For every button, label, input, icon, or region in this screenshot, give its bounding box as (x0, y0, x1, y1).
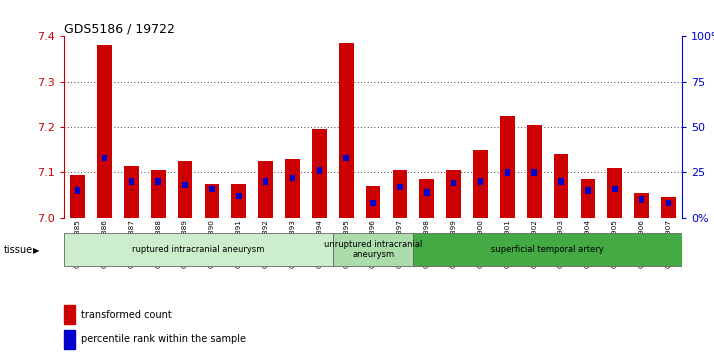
Bar (446, 170, 461, 218)
Bar (258, 161, 273, 218)
Bar (580, 179, 595, 218)
Text: ruptured intracranial aneurysm: ruptured intracranial aneurysm (132, 245, 265, 254)
Bar (231, 184, 246, 218)
FancyBboxPatch shape (64, 233, 333, 266)
Text: GDS5186 / 19722: GDS5186 / 19722 (64, 22, 175, 35)
Bar (182, 182, 188, 188)
Bar (263, 178, 268, 185)
Bar (101, 155, 107, 161)
Bar (64, 305, 75, 324)
Bar (473, 150, 488, 218)
Bar (478, 178, 483, 185)
Bar (500, 116, 515, 218)
Bar (634, 193, 649, 218)
Bar (64, 330, 75, 349)
Bar (339, 43, 353, 218)
Bar (151, 170, 166, 218)
Bar (639, 196, 645, 203)
Bar (97, 45, 112, 218)
Bar (393, 170, 407, 218)
Bar (665, 200, 671, 207)
Bar (531, 169, 537, 176)
Bar (612, 185, 618, 192)
Bar (205, 184, 219, 218)
Bar (419, 179, 434, 218)
Text: superficial temporal artery: superficial temporal artery (491, 245, 604, 254)
Bar (70, 175, 85, 218)
Bar (558, 178, 564, 185)
Text: tissue: tissue (4, 245, 33, 256)
Bar (312, 129, 327, 218)
Text: unruptured intracranial
aneurysm: unruptured intracranial aneurysm (324, 240, 422, 259)
Bar (209, 185, 215, 192)
Bar (178, 161, 193, 218)
Bar (451, 180, 456, 187)
Bar (236, 193, 241, 199)
Bar (397, 184, 403, 190)
Bar (343, 155, 349, 161)
Bar (156, 178, 161, 185)
FancyBboxPatch shape (333, 233, 413, 266)
Bar (290, 175, 296, 181)
Bar (316, 167, 322, 174)
Bar (527, 125, 541, 218)
Text: ▶: ▶ (33, 246, 39, 255)
Bar (585, 187, 590, 194)
Bar (124, 166, 139, 218)
Bar (75, 187, 81, 194)
Text: percentile rank within the sample: percentile rank within the sample (81, 334, 246, 344)
Bar (285, 159, 300, 218)
Bar (366, 186, 381, 218)
Bar (553, 154, 568, 218)
Bar (505, 169, 510, 176)
Bar (661, 197, 676, 218)
FancyBboxPatch shape (413, 233, 682, 266)
Text: transformed count: transformed count (81, 310, 171, 319)
Bar (371, 200, 376, 207)
Bar (608, 168, 622, 218)
Bar (129, 178, 134, 185)
Bar (424, 189, 430, 196)
